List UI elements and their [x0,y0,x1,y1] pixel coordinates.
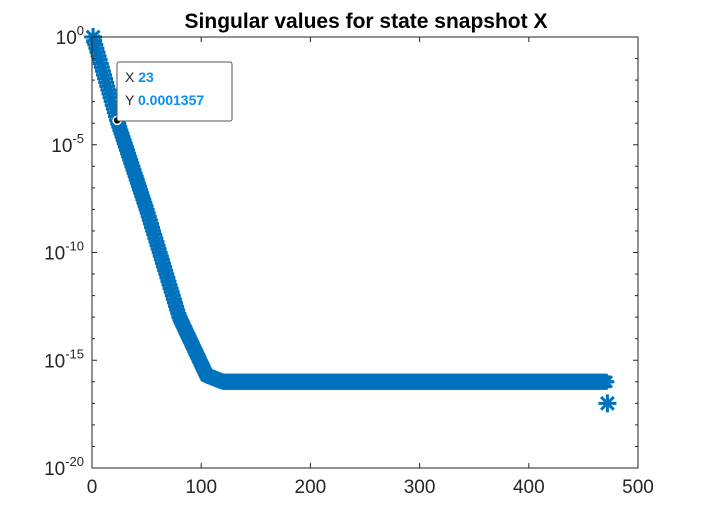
data-tip-box [116,61,233,122]
data-tip-y-line: Y 0.0001357 [125,92,204,108]
data-tip-x-value: 23 [138,69,154,85]
y-tick-label: 100 [56,23,84,49]
y-tick-label: 10-10 [44,239,84,265]
chart-title: Singular values for state snapshot X [185,10,548,33]
x-tick-label: 0 [87,477,98,498]
y-tick-label: 10-5 [51,131,84,157]
data-tip-x-line: X 23 [125,69,154,85]
x-axis: 0 100 200 300 400 500 [87,37,654,498]
data-point [598,394,617,413]
data-tip[interactable]: X 23 Y 0.0001357 [112,61,233,126]
x-tick-label: 100 [185,477,217,498]
y-tick-label: 10-20 [44,454,84,480]
x-tick-label: 200 [295,477,327,498]
x-tick-label: 500 [622,477,654,498]
y-tick-label: 10-15 [44,346,84,372]
x-tick-label: 300 [404,477,436,498]
x-tick-label: 400 [513,477,545,498]
data-point [598,373,615,390]
scatter-series [84,28,617,413]
y-axis: 100 10-5 10-10 10-15 10-20 [44,23,638,480]
data-tip-y-value: 0.0001357 [138,92,204,108]
